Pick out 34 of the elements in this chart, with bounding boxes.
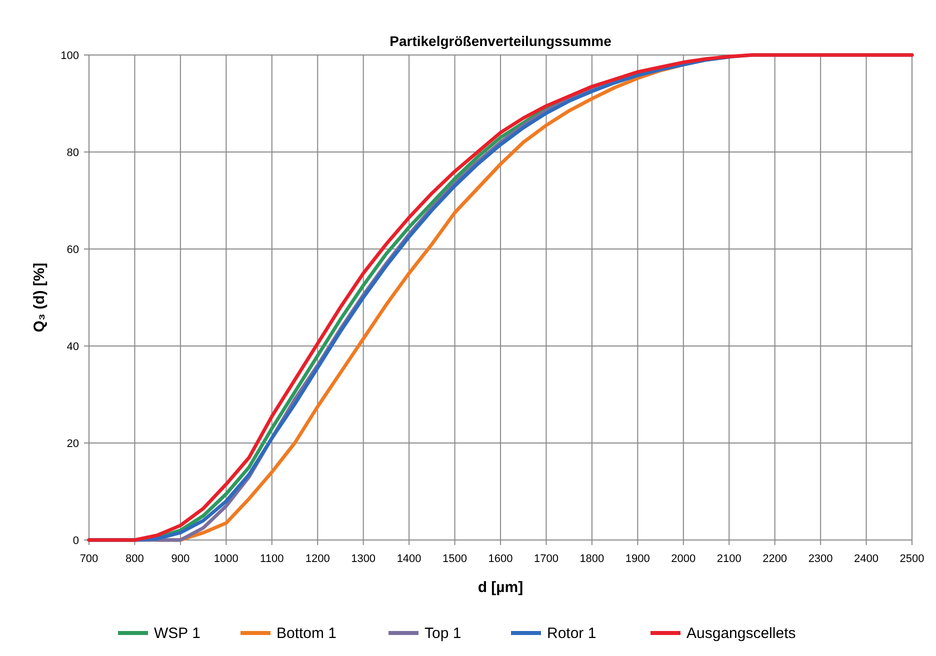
x-tick-label: 2300 xyxy=(808,553,833,565)
y-tick-label: 60 xyxy=(66,244,79,256)
x-axis-title: d [µm] xyxy=(478,579,524,596)
x-tick-label: 1100 xyxy=(260,553,284,565)
y-tick-label: 80 xyxy=(66,147,79,159)
x-tick-label: 1000 xyxy=(214,553,238,565)
x-tick-label: 2400 xyxy=(854,553,879,565)
x-tick-label: 1900 xyxy=(625,553,650,565)
legend-label: Top 1 xyxy=(424,625,462,642)
y-tick-label: 100 xyxy=(60,50,79,62)
x-tick-label: 900 xyxy=(171,553,190,565)
x-tick-label: 1300 xyxy=(351,553,376,565)
line-series xyxy=(87,53,914,542)
x-tick-label: 1700 xyxy=(534,553,558,565)
x-tick-label: 1800 xyxy=(580,553,604,565)
legend-label: Bottom 1 xyxy=(276,625,337,642)
legend-label: Rotor 1 xyxy=(547,625,596,642)
x-tick-label: 2000 xyxy=(671,553,696,565)
x-tick-label: 2500 xyxy=(900,553,924,565)
x-tick-label: 1200 xyxy=(305,553,330,565)
x-tick-label: 2100 xyxy=(716,553,742,565)
chart-title: Partikelgrößenverteilungssumme xyxy=(390,33,612,49)
x-tick-label: 800 xyxy=(126,553,144,565)
x-tick-label: 700 xyxy=(80,553,98,565)
x-tick-label: 1500 xyxy=(442,553,468,565)
y-tick-label: 40 xyxy=(66,341,79,353)
legend-label: WSP 1 xyxy=(154,625,200,642)
y-tick-label: 0 xyxy=(72,535,79,547)
y-tick-label: 20 xyxy=(66,438,79,450)
legend-label: Ausgangscellets xyxy=(686,625,796,642)
y-axis-title: Q₃ (d) [%] xyxy=(31,262,48,332)
x-tick-label: 1600 xyxy=(488,553,513,565)
x-tick-label: 1400 xyxy=(396,553,422,565)
x-tick-label: 2200 xyxy=(762,553,788,565)
